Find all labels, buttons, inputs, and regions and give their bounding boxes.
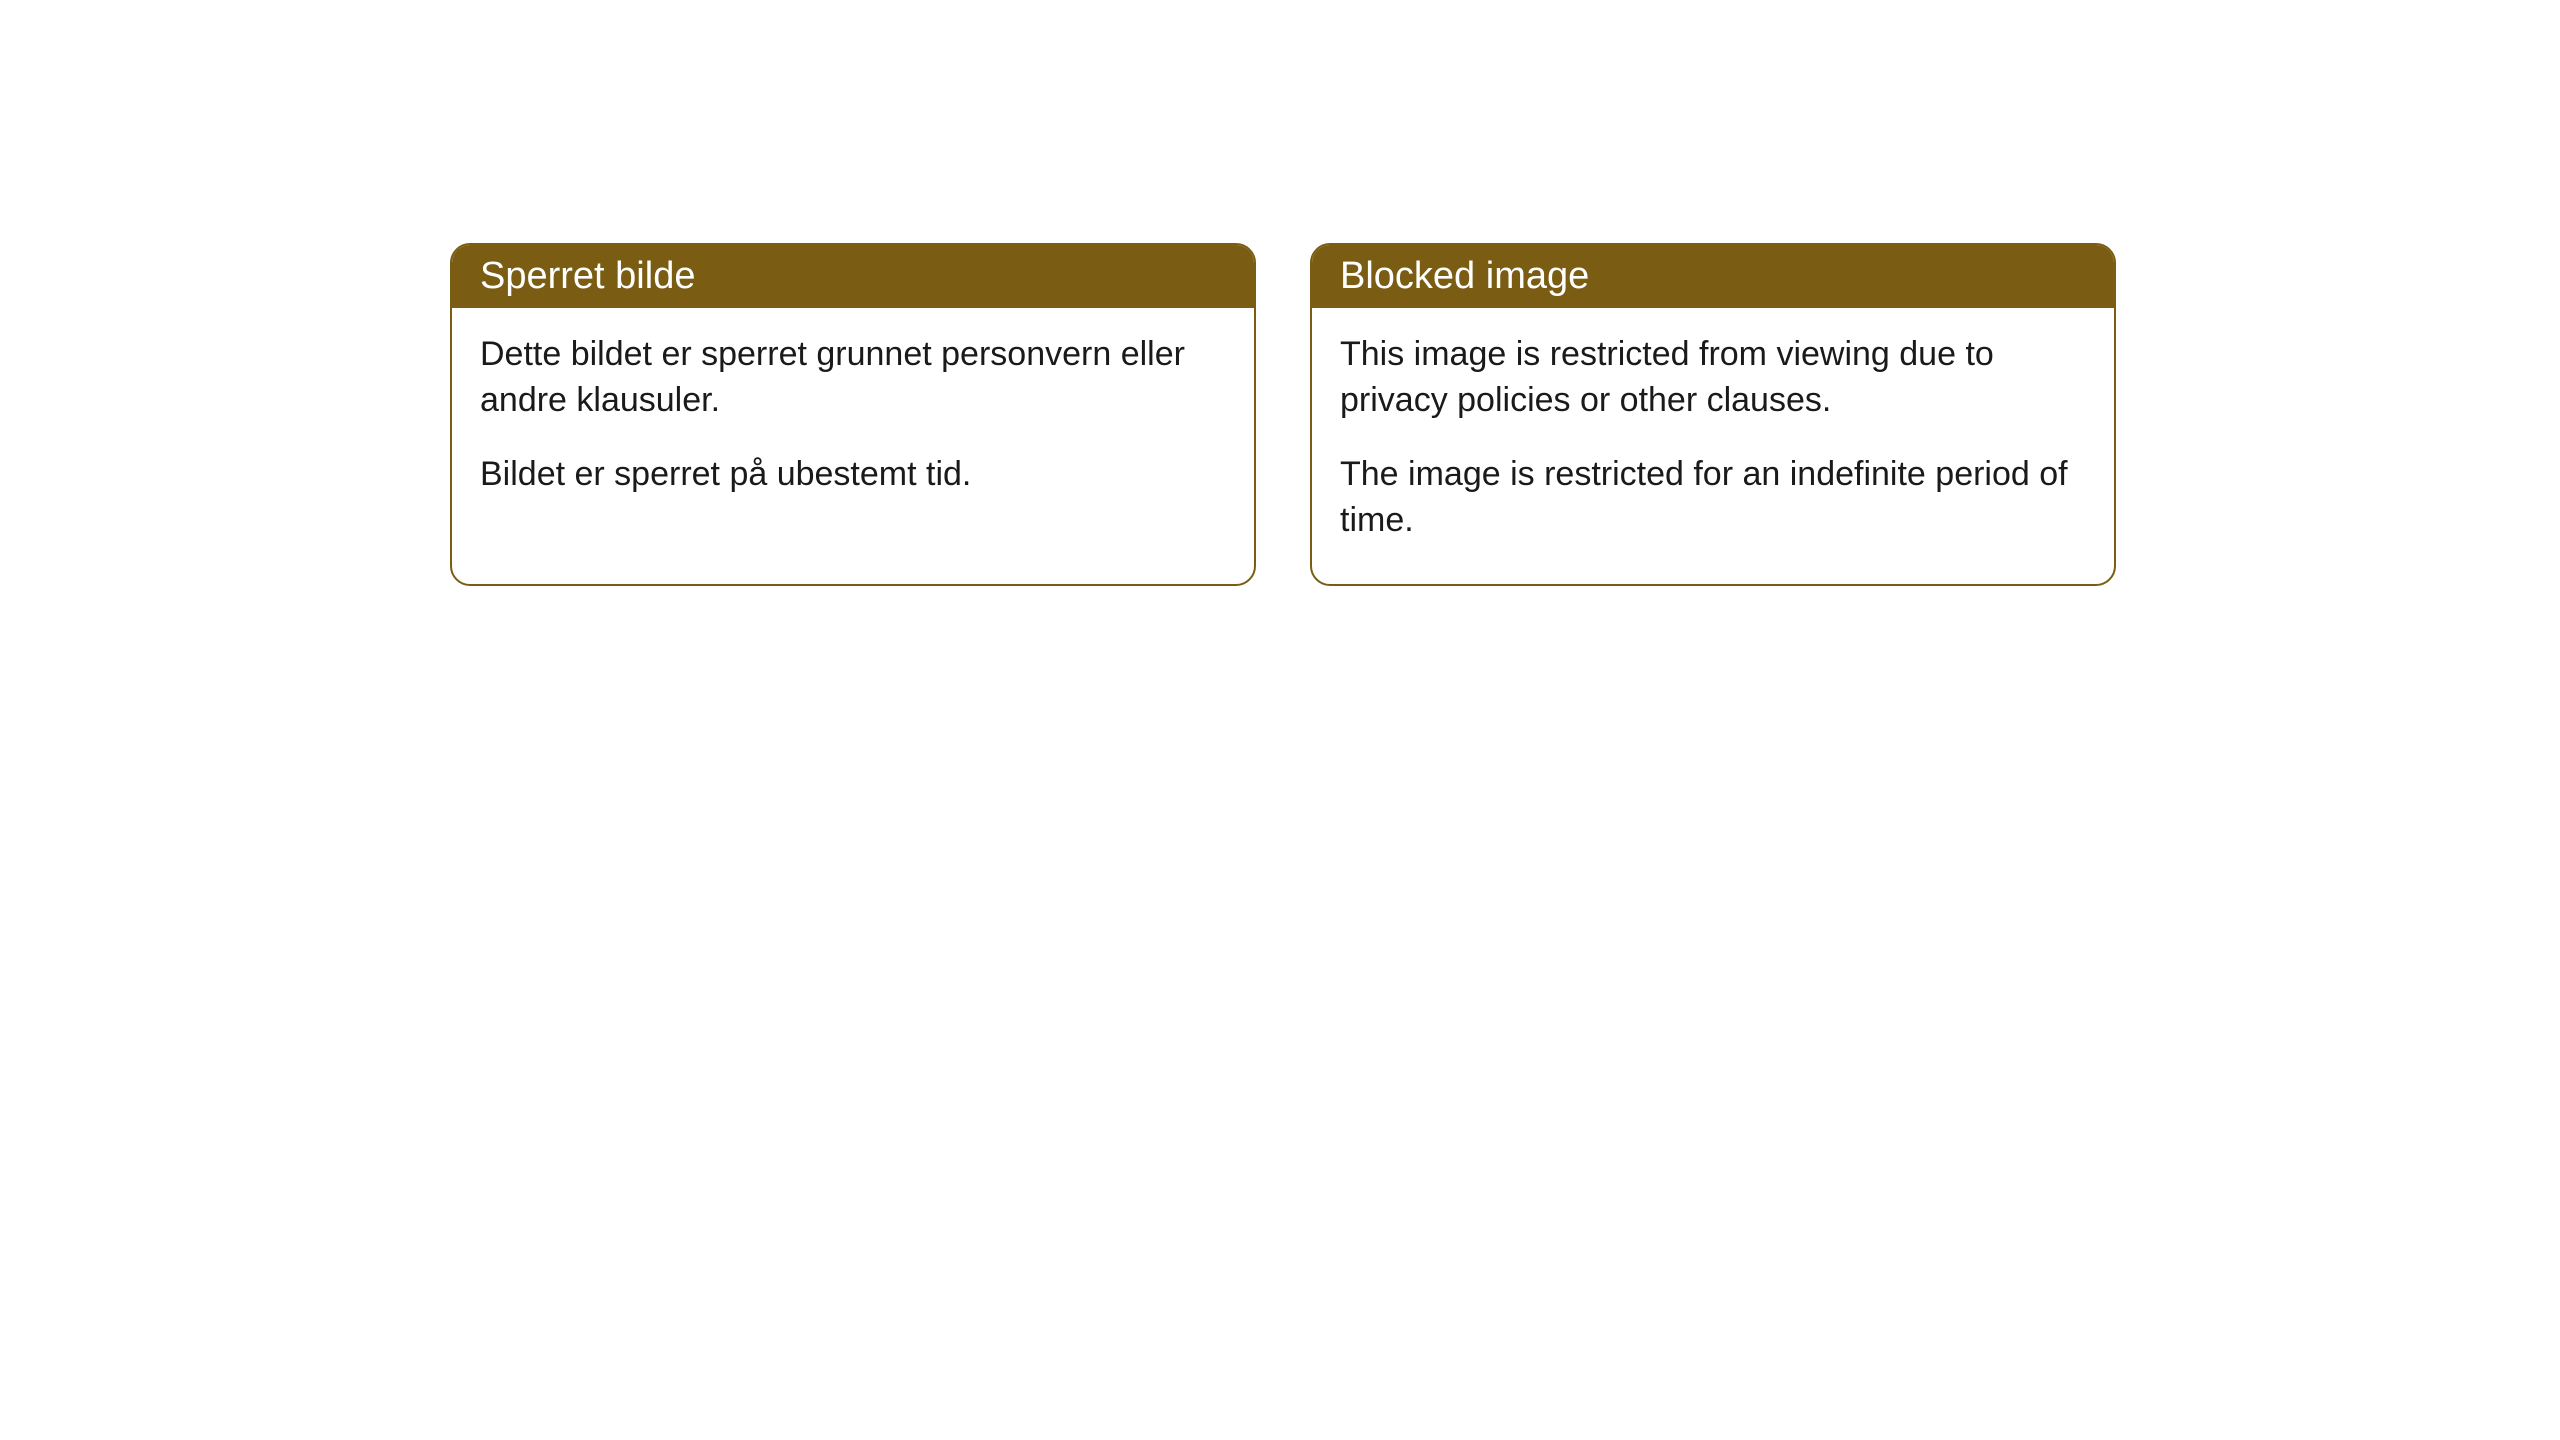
notice-card-norwegian: Sperret bilde Dette bildet er sperret gr… bbox=[450, 243, 1256, 586]
notice-body: Dette bildet er sperret grunnet personve… bbox=[452, 308, 1254, 538]
notices-container: Sperret bilde Dette bildet er sperret gr… bbox=[450, 243, 2116, 586]
notice-body: This image is restricted from viewing du… bbox=[1312, 308, 2114, 584]
notice-header: Blocked image bbox=[1312, 245, 2114, 308]
notice-card-english: Blocked image This image is restricted f… bbox=[1310, 243, 2116, 586]
notice-paragraph: Bildet er sperret på ubestemt tid. bbox=[480, 452, 1226, 498]
notice-paragraph: Dette bildet er sperret grunnet personve… bbox=[480, 332, 1226, 424]
notice-paragraph: This image is restricted from viewing du… bbox=[1340, 332, 2086, 424]
notice-header: Sperret bilde bbox=[452, 245, 1254, 308]
notice-paragraph: The image is restricted for an indefinit… bbox=[1340, 452, 2086, 544]
